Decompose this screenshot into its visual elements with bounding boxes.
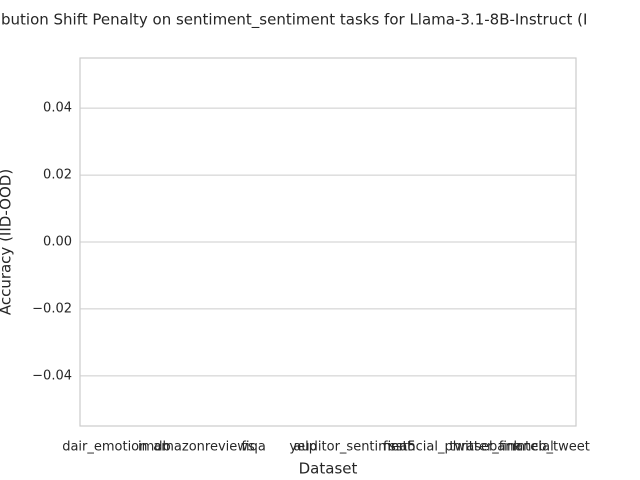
x-tick-label: amazonreviews xyxy=(153,440,255,455)
y-tick-label: 0.02 xyxy=(43,168,72,183)
y-axis-title: Accuracy (IID-OOD) xyxy=(0,169,15,315)
chart-title: bution Shift Penalty on sentiment_sentim… xyxy=(1,11,587,30)
y-tick-label: 0.04 xyxy=(43,101,72,116)
x-tick-label: fiqa xyxy=(241,440,265,455)
y-tick-label: −0.04 xyxy=(32,368,72,383)
plot-frame xyxy=(79,57,577,427)
y-tick-label: 0.00 xyxy=(43,235,72,250)
x-tick-label: twitter_financial xyxy=(449,440,553,455)
x-tick-label: mteb_tweet xyxy=(513,440,590,455)
x-tick-label: auditor_sentiment xyxy=(293,440,412,455)
x-tick-label: sst5 xyxy=(389,440,416,455)
x-tick-label: financial_phrasebank xyxy=(383,440,522,455)
x-tick-label: dair_emotion xyxy=(62,440,147,455)
y-tick-label: −0.02 xyxy=(32,301,72,316)
x-tick-label: imdb xyxy=(138,440,171,455)
x-axis-title: Dataset xyxy=(299,460,358,478)
x-tick-label: yelp xyxy=(289,440,317,455)
